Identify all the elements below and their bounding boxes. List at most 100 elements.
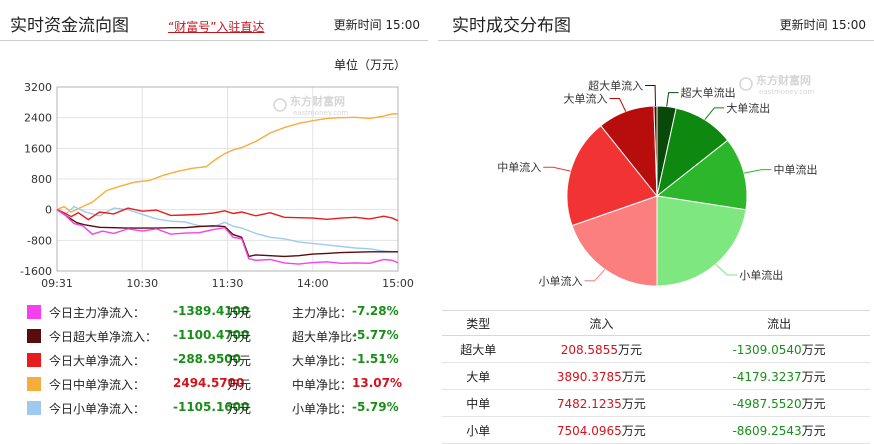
- fund-flow-update-time: 更新时间 15:00: [334, 16, 420, 33]
- legend-unit: 万元: [227, 306, 252, 320]
- watermark-logo-icon: [273, 98, 287, 112]
- cell-out: -8609.2543万元: [688, 416, 870, 444]
- legend-name: 今日大单净流入：: [49, 354, 146, 368]
- legend-name: 今日超大单净流入：: [49, 330, 158, 344]
- col-in-header: 流入: [514, 310, 689, 336]
- pie-label: 超大单流入: [588, 78, 643, 92]
- series-line: [56, 209, 398, 258]
- y-tick-label: 3200: [24, 81, 52, 94]
- table-header-row: 类型 流入 流出: [442, 310, 870, 336]
- out-unit: 万元: [801, 423, 826, 438]
- pie-label: 大单流入: [564, 91, 608, 105]
- fund-flow-panel: 实时资金流向图 “财富号”入驻直达 更新时间 15:00 单位（万元） 东方财富…: [0, 0, 428, 441]
- pie-label-leader: [543, 166, 571, 172]
- y-tick-label: -1600: [20, 265, 52, 278]
- pie-label: 小单流入: [538, 274, 582, 288]
- cell-out: -4179.3237万元: [688, 362, 870, 390]
- y-tick-label: -800: [27, 234, 52, 247]
- watermark-text: 东方财富网: [756, 73, 811, 87]
- x-tick-label: 09:31: [41, 277, 73, 290]
- pie-label-leader: [666, 92, 679, 107]
- y-tick-label: 2400: [24, 112, 52, 125]
- legend-row-small: 今日小单净流入： -1105.1600 万元 小单净比： -5.79%: [20, 396, 420, 420]
- pie-label-leader: [743, 169, 772, 174]
- legend-row-main: 今日主力净流入： -1389.4100 万元 主力净比： -7.28%: [20, 300, 420, 324]
- legend-ratio-label: 超大单净比：: [292, 330, 365, 344]
- cell-type: 中单: [442, 389, 515, 417]
- pie-label-leader: [584, 269, 606, 282]
- table-row: 中单 7482.1235万元 -4987.5520万元: [442, 389, 870, 417]
- cell-type: 小单: [442, 416, 515, 444]
- legend-swatch: [27, 305, 41, 319]
- pie-label: 小单流出: [739, 268, 783, 282]
- col-type-header: 类型: [442, 310, 515, 336]
- trade-distribution-header: 实时成交分布图 更新时间 15:00: [438, 0, 874, 41]
- cell-in: 7504.0965万元: [514, 416, 689, 444]
- col-out-header: 流出: [688, 310, 870, 336]
- legend-row-super: 今日超大单净流入： -1100.4700 万元 超大单净比： -5.77%: [20, 324, 420, 348]
- x-tick-label: 14:00: [297, 277, 329, 290]
- out-value: -8609.2543: [732, 423, 802, 438]
- y-tick-label: 1600: [24, 142, 52, 155]
- x-tick-label: 10:30: [126, 277, 158, 290]
- legend-value: -1105.1600: [173, 400, 250, 414]
- watermark-logo-icon: [739, 77, 753, 91]
- legend-ratio-label: 小单净比：: [292, 402, 353, 416]
- table-row: 超大单 208.5855万元 -1309.0540万元: [442, 335, 870, 363]
- pie-label: 大单流出: [726, 101, 770, 115]
- legend-ratio: -5.77%: [352, 328, 399, 342]
- cell-in: 208.5855万元: [514, 335, 689, 363]
- y-tick-label: 800: [31, 173, 52, 186]
- watermark-subtext: eastmoney.com: [293, 109, 348, 117]
- legend-swatch: [27, 353, 41, 367]
- in-unit: 万元: [621, 423, 646, 438]
- in-value: 7482.1235: [556, 396, 622, 411]
- table-row: 小单 7504.0965万元 -8609.2543万元: [442, 416, 870, 444]
- x-tick-label: 11:30: [212, 277, 244, 290]
- out-unit: 万元: [801, 396, 826, 411]
- legend-unit: 万元: [227, 402, 252, 416]
- update-time: 15:00: [385, 18, 420, 32]
- legend-swatch: [27, 377, 41, 391]
- cell-out: -1309.0540万元: [688, 335, 870, 363]
- out-unit: 万元: [801, 342, 826, 357]
- watermark-subtext: eastmoney.com: [759, 88, 814, 96]
- cell-type: 大单: [442, 362, 515, 390]
- unit-label: 单位（万元）: [333, 58, 406, 72]
- trade-distribution-title: 实时成交分布图: [452, 16, 571, 36]
- legend-ratio: 13.07%: [352, 376, 402, 390]
- legend-name: 今日中单净流入：: [49, 378, 146, 392]
- legend-swatch: [27, 401, 41, 415]
- series-line: [56, 113, 399, 213]
- in-value: 3890.3785: [556, 369, 622, 384]
- pie-label: 中单流入: [497, 160, 541, 174]
- series-line: [56, 209, 399, 265]
- legend-unit: 万元: [227, 378, 252, 392]
- legend-row-large: 今日大单净流入： -288.9500 万元 大单净比： -1.51%: [20, 348, 420, 372]
- trade-distribution-table: 类型 流入 流出 超大单 208.5855万元 -1309.0540万元 大单 …: [442, 310, 870, 444]
- legend-row-medium: 今日中单净流入： 2494.5700 万元 中单净比： 13.07%: [20, 372, 420, 396]
- pie-label: 超大单流出: [681, 86, 736, 100]
- in-unit: 万元: [617, 342, 642, 357]
- legend-ratio-label: 大单净比：: [292, 354, 353, 368]
- update-time: 15:00: [831, 18, 866, 32]
- pie-slice: [566, 125, 658, 227]
- cell-in: 3890.3785万元: [514, 362, 689, 390]
- fund-flow-header: 实时资金流向图 “财富号”入驻直达 更新时间 15:00: [0, 0, 428, 41]
- legend-unit: 万元: [227, 354, 252, 368]
- update-label: 更新时间: [779, 18, 828, 32]
- caifuhao-link[interactable]: “财富号”入驻直达: [168, 20, 265, 34]
- cell-out: -4987.5520万元: [688, 389, 870, 417]
- cell-in: 7482.1235万元: [514, 389, 689, 417]
- out-unit: 万元: [801, 369, 826, 384]
- in-unit: 万元: [621, 396, 646, 411]
- legend-ratio-label: 主力净比：: [292, 306, 353, 320]
- pie-label-leader: [645, 85, 656, 107]
- plot-frame: [56, 86, 399, 272]
- cell-type: 超大单: [442, 335, 515, 363]
- update-label: 更新时间: [333, 18, 382, 32]
- y-tick-label: 0: [45, 204, 52, 217]
- legend-swatch: [27, 329, 41, 343]
- out-value: -4987.5520: [732, 396, 802, 411]
